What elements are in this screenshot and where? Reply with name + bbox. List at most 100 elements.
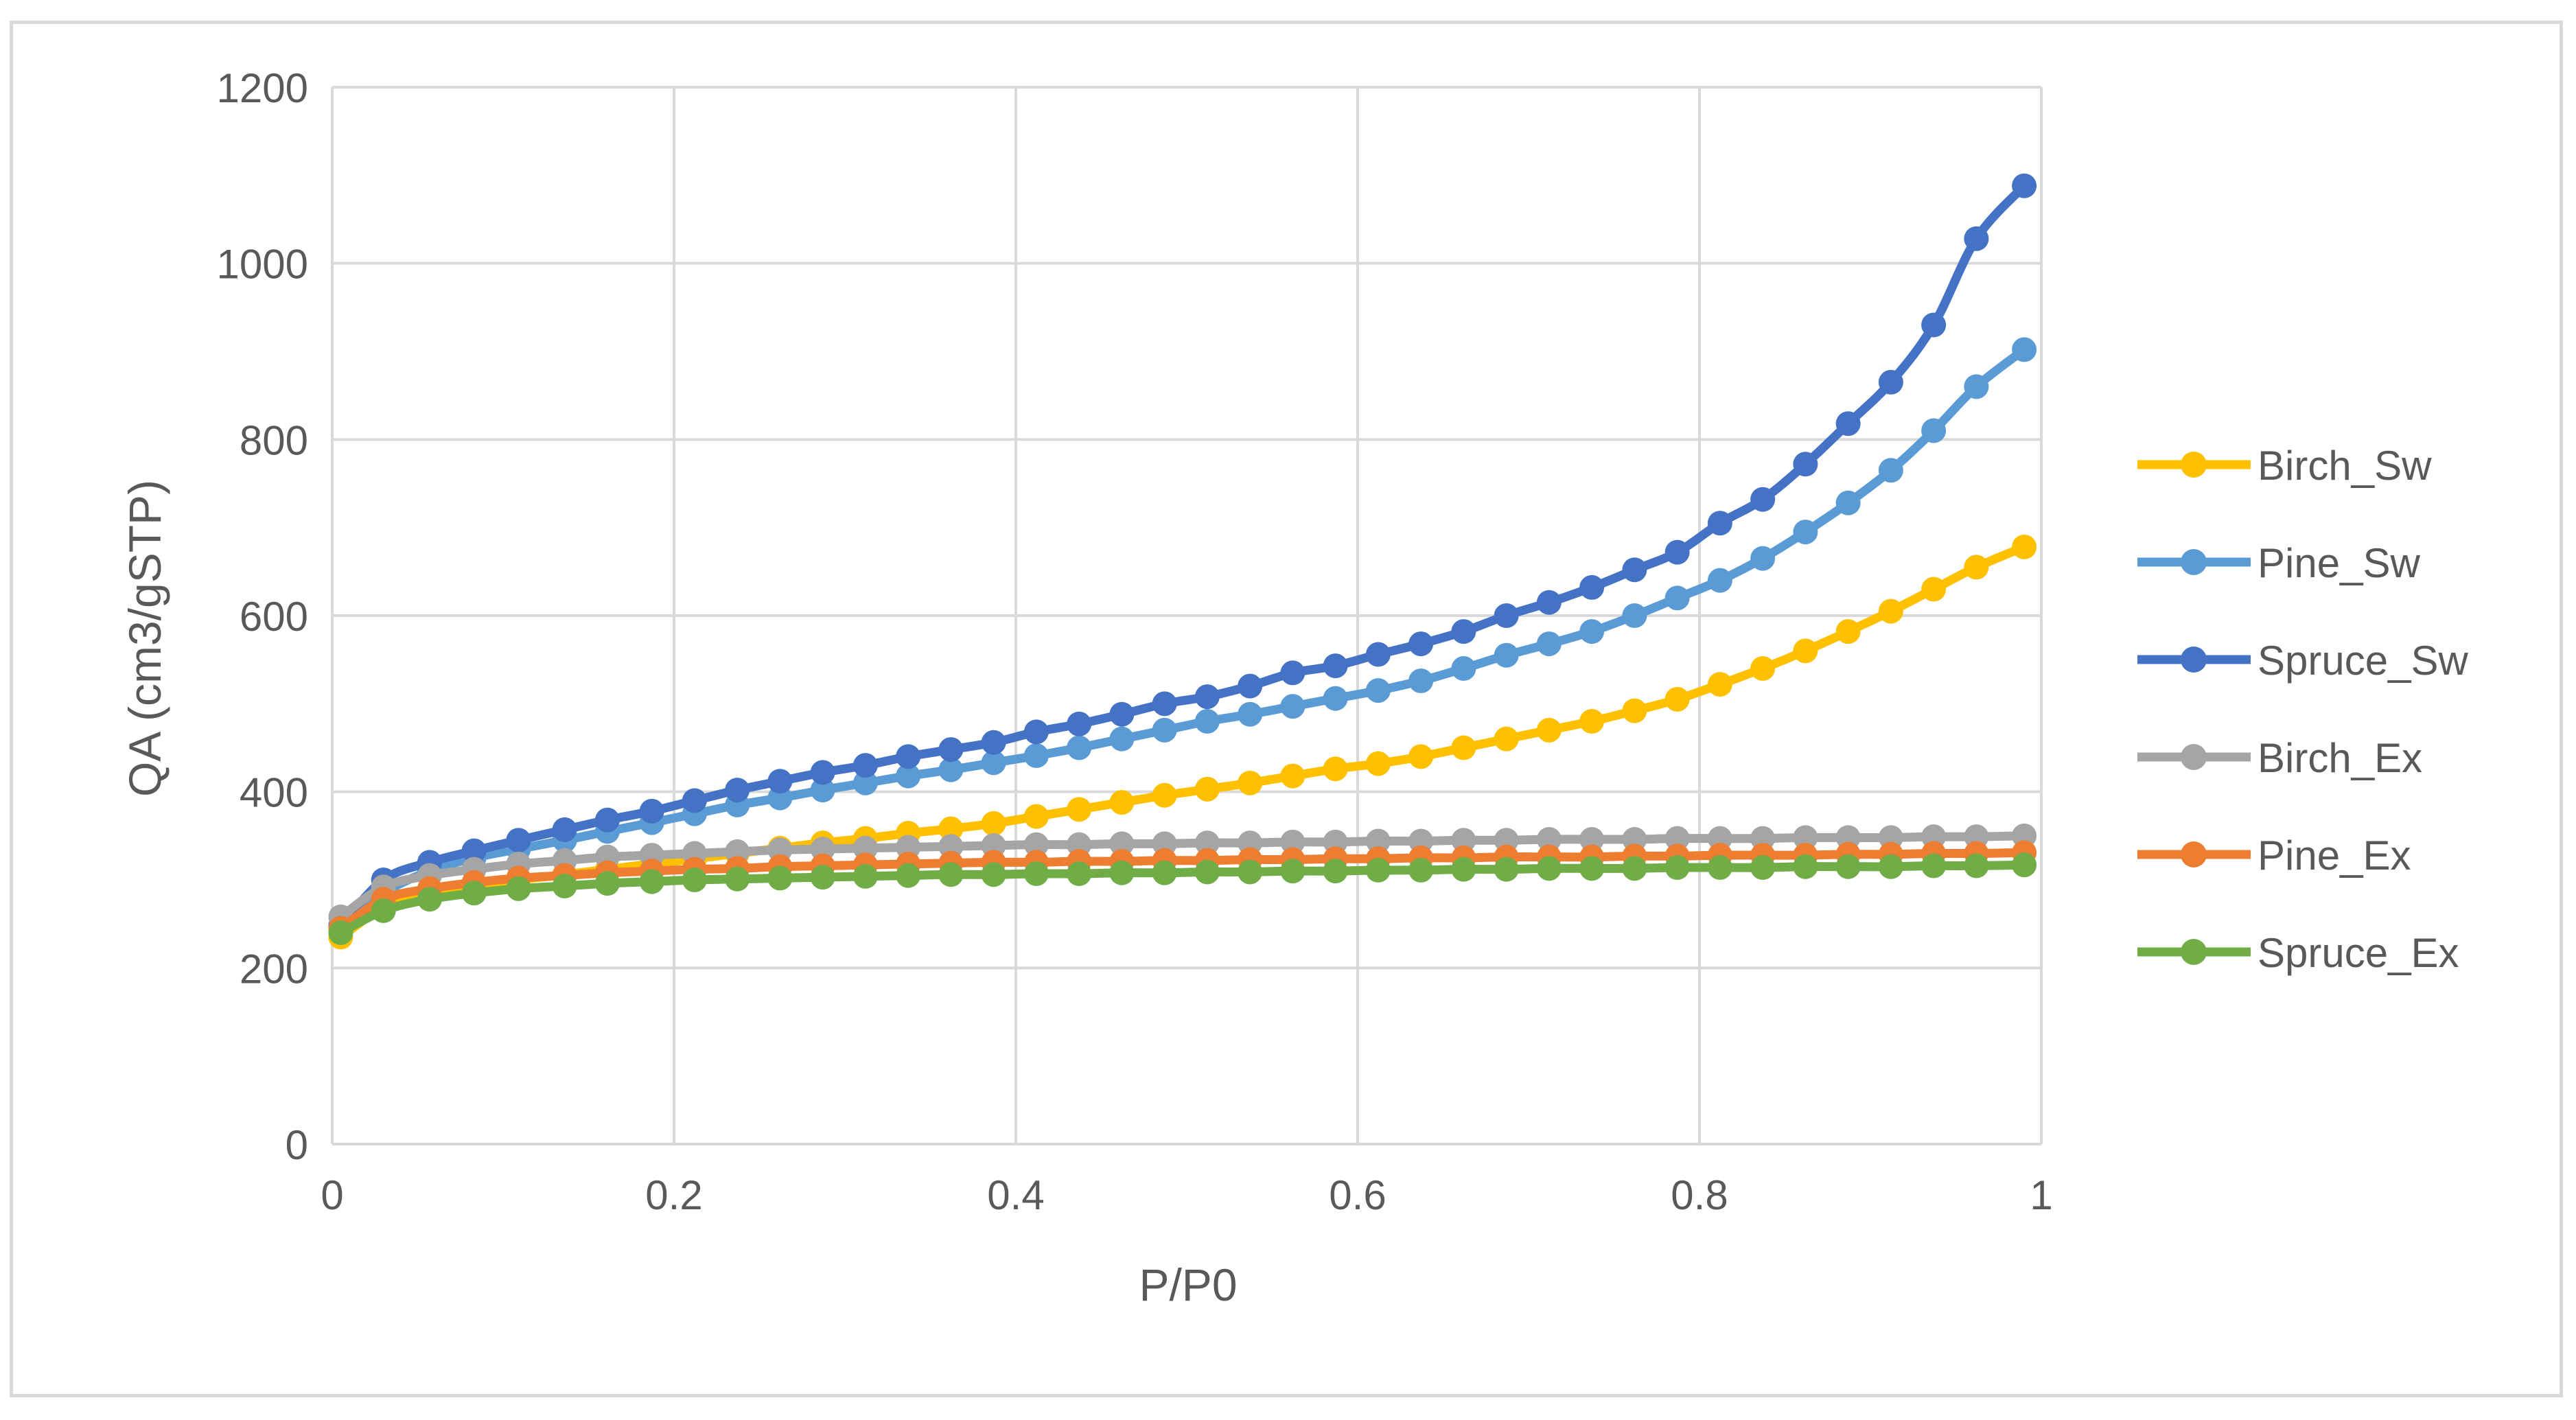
- data-point: [1707, 511, 1732, 536]
- data-point: [1238, 859, 1263, 885]
- data-point: [1365, 642, 1391, 667]
- legend-marker: [2181, 647, 2207, 673]
- chart-svg: 0 200 400 600 800 1000 1200 0 0.2 0.4 0.6 0.8 1 QA …: [119, 65, 2468, 1310]
- data-point: [1451, 857, 1476, 882]
- data-point: [1109, 860, 1135, 885]
- data-point: [1921, 418, 1947, 443]
- data-point: [1023, 861, 1049, 887]
- data-point: [725, 778, 750, 803]
- data-point: [1793, 825, 1818, 850]
- data-point: [1494, 603, 1519, 628]
- data-point: [1451, 828, 1476, 853]
- data-point: [1835, 411, 1861, 437]
- data-point: [852, 770, 878, 795]
- x-tick-labels: 0 0.2 0.4 0.6 0.8 1: [321, 1172, 2052, 1218]
- legend-item: Spruce_Sw: [2137, 638, 2468, 684]
- data-point: [1878, 369, 1903, 395]
- x-tick-label: 0.4: [987, 1172, 1044, 1218]
- data-point: [1622, 698, 1647, 723]
- data-point: [938, 757, 964, 782]
- data-point: [1707, 568, 1732, 593]
- x-tick-label: 0.8: [1671, 1172, 1728, 1218]
- data-point: [1067, 711, 1092, 736]
- data-point: [1152, 717, 1177, 743]
- legend: Birch_Sw Pine_Sw Spruce_Sw Birch_Ex Pine_Ex S…: [2137, 443, 2468, 976]
- legend-marker: [2181, 744, 2207, 770]
- data-point: [552, 817, 577, 842]
- data-point: [981, 811, 1006, 836]
- data-point: [1622, 603, 1647, 628]
- data-point: [1793, 854, 1818, 879]
- data-point: [639, 869, 664, 894]
- data-point: [1280, 829, 1306, 854]
- x-tick-label: 0: [321, 1172, 343, 1218]
- data-point: [1365, 678, 1391, 703]
- data-point: [1579, 574, 1605, 600]
- data-point: [896, 863, 921, 888]
- data-point: [938, 862, 964, 887]
- data-point: [1750, 546, 1776, 571]
- data-point: [1579, 619, 1605, 644]
- data-point: [1023, 719, 1049, 745]
- series-pine-sw: [328, 337, 2037, 941]
- data-point: [1109, 726, 1135, 752]
- data-point: [1921, 577, 1947, 602]
- data-point: [852, 753, 878, 778]
- series-spruce-sw: [328, 173, 2037, 938]
- data-point: [1536, 717, 1562, 743]
- data-point: [1921, 312, 1947, 338]
- legend-label: Birch_Sw: [2258, 443, 2432, 489]
- data-point: [639, 798, 664, 824]
- data-point: [981, 750, 1006, 776]
- data-point: [1323, 653, 1348, 679]
- data-point: [1067, 797, 1092, 822]
- data-point: [1280, 763, 1306, 789]
- data-point: [1835, 854, 1861, 879]
- data-point: [1579, 856, 1605, 881]
- data-point: [1365, 857, 1391, 883]
- data-point: [1622, 557, 1647, 583]
- data-point: [1536, 856, 1562, 881]
- y-tick-label: 800: [240, 417, 308, 463]
- legend-label: Spruce_Sw: [2258, 638, 2468, 684]
- data-point: [1152, 860, 1177, 885]
- data-point: [1793, 638, 1818, 664]
- data-point: [1194, 684, 1220, 710]
- data-point: [1238, 701, 1263, 727]
- data-point: [1664, 855, 1690, 881]
- data-point: [552, 873, 577, 898]
- legend-label: Pine_Sw: [2258, 540, 2420, 586]
- data-point: [1408, 668, 1434, 693]
- data-point: [2012, 337, 2037, 362]
- data-point: [1878, 854, 1903, 879]
- data-point: [810, 865, 835, 890]
- data-point: [1536, 631, 1562, 657]
- data-point: [1964, 374, 1989, 399]
- data-point: [1494, 857, 1519, 882]
- data-point: [2012, 173, 2037, 198]
- data-point: [1109, 790, 1135, 815]
- data-point: [938, 737, 964, 763]
- data-point: [1365, 828, 1391, 854]
- data-point: [1878, 458, 1903, 483]
- data-point: [1494, 726, 1519, 752]
- data-point: [1280, 694, 1306, 719]
- legend-item: Spruce_Ex: [2137, 930, 2459, 976]
- data-point: [2012, 852, 2037, 878]
- data-point: [1067, 861, 1092, 887]
- data-point: [1707, 855, 1732, 881]
- y-tick-labels: 0 200 400 600 800 1000 1200: [217, 65, 308, 1168]
- series-spruce-ex: [328, 852, 2037, 945]
- data-point: [1323, 686, 1348, 711]
- y-tick-label: 200: [240, 946, 308, 992]
- data-point: [1921, 853, 1947, 878]
- data-point: [1280, 660, 1306, 686]
- data-point: [1023, 832, 1049, 857]
- data-point: [1750, 656, 1776, 681]
- data-point: [1536, 826, 1562, 852]
- data-point: [725, 866, 750, 892]
- y-tick-label: 600: [240, 594, 308, 640]
- data-point: [1280, 859, 1306, 884]
- data-point: [1067, 735, 1092, 760]
- data-point: [1023, 804, 1049, 829]
